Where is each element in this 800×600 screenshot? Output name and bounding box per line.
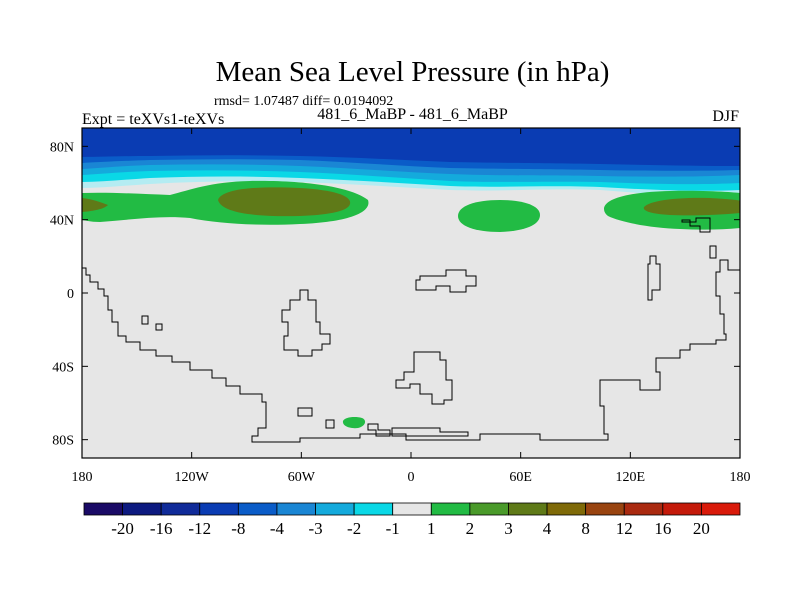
antarctic-peninsula [325, 419, 335, 429]
colorbar-level-label: -3 [308, 519, 322, 538]
africa-coast [281, 289, 331, 357]
x-tick-label: 180 [730, 470, 751, 485]
colorbar-level-label: 16 [654, 519, 671, 538]
negative-band-deepblue [82, 128, 740, 166]
colorbar-swatch [122, 502, 162, 516]
colorbar-swatch [392, 502, 432, 516]
colorbar-swatch [430, 502, 471, 516]
colorbar-level-label: -16 [150, 519, 173, 538]
y-tick-label: 80S [52, 434, 74, 449]
atlantic-anomaly-core [218, 187, 351, 217]
australia-coast [395, 351, 453, 405]
kamchatka-coast [681, 217, 711, 233]
colorbar-level-label: -4 [270, 519, 285, 538]
colorbar-level-label: 12 [616, 519, 633, 538]
colorbar-level-label: -20 [111, 519, 134, 538]
experiment-label: Expt = teXVs1-teXVs [82, 111, 225, 128]
x-tick-label: 120W [175, 470, 210, 485]
colorbar: -20 -16 -12 -8 -4 -3 -2 -1 1 2 3 4 8 12 16 20 [83, 502, 741, 538]
aleutian-coast [709, 245, 717, 259]
antarctic-shelf [391, 427, 469, 437]
y-tick-label: 40S [52, 360, 74, 375]
y-axis: 80N 40N 0 40S 80S [50, 140, 740, 449]
colorbar-swatch [160, 502, 201, 516]
colorbar-swatch [662, 502, 702, 516]
colorbar-swatch [353, 502, 394, 516]
south-atlantic-anomaly [342, 417, 366, 429]
new-zealand-coast [367, 423, 391, 437]
coastlines [82, 217, 740, 443]
colorbar-swatch [237, 502, 278, 516]
colorbar-level-label: 1 [427, 519, 436, 538]
japan-coast [647, 255, 661, 301]
colorbar-level-label: 4 [543, 519, 552, 538]
asia-anomaly [458, 200, 540, 232]
x-tick-label: 120E [616, 470, 646, 485]
colorbar-level-label: -8 [231, 519, 245, 538]
y-tick-label: 40N [50, 214, 74, 229]
small-island-pacific-2 [155, 323, 163, 331]
chart-title: Mean Sea Level Pressure (in hPa) [215, 56, 610, 88]
antarctic-island-west [297, 407, 313, 417]
colorbar-swatch [276, 502, 316, 516]
atlantic-anomaly-core-west [82, 198, 108, 212]
colorbar-level-label: 8 [581, 519, 590, 538]
indonesia-coast [415, 269, 477, 293]
colorbar-swatch [546, 502, 587, 516]
small-island-pacific [141, 315, 149, 325]
x-tick-label: 0 [408, 470, 415, 485]
colorbar-swatch [508, 502, 548, 516]
colorbar-swatch [469, 502, 509, 516]
run-label: 481_6_MaBP - 481_6_MaBP [317, 106, 508, 123]
colorbar-level-label: 3 [504, 519, 513, 538]
x-tick-label: 60E [509, 470, 532, 485]
y-tick-label: 80N [50, 140, 74, 155]
colorbar-level-label: -12 [188, 519, 211, 538]
season-label: DJF [712, 108, 739, 125]
pacific-anomaly-core [643, 197, 740, 216]
colorbar-level-label: 2 [466, 519, 475, 538]
stats-text: rmsd= 1.07487 diff= 0.0194092 [214, 94, 394, 109]
colorbar-level-label: -1 [386, 519, 400, 538]
x-axis: 180 120W 60W 0 60E 120E 180 [72, 128, 751, 485]
colorbar-swatch [701, 502, 741, 516]
x-tick-label: 60W [288, 470, 316, 485]
colorbar-swatch [623, 502, 664, 516]
colorbar-swatch [83, 502, 123, 516]
colorbar-swatch [315, 502, 355, 516]
map-field [82, 128, 740, 458]
y-tick-label: 0 [67, 287, 74, 302]
colorbar-swatch [585, 502, 625, 516]
colorbar-swatch [199, 502, 239, 516]
x-tick-label: 180 [72, 470, 93, 485]
colorbar-level-label: 20 [693, 519, 710, 538]
colorbar-level-label: -2 [347, 519, 361, 538]
south-america-coast [82, 259, 740, 443]
